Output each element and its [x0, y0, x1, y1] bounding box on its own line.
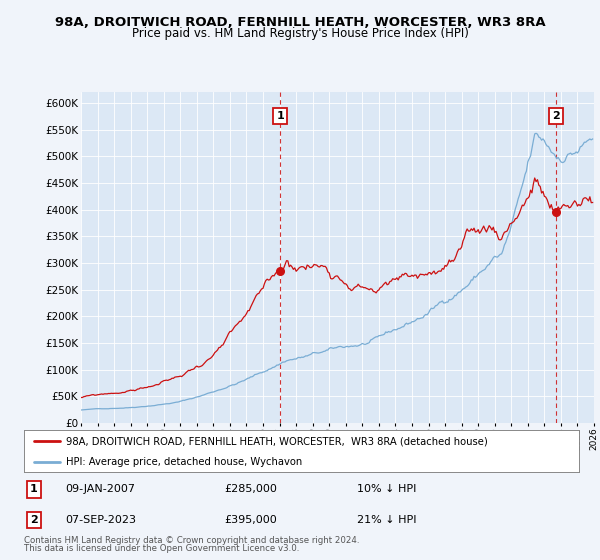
Text: Price paid vs. HM Land Registry's House Price Index (HPI): Price paid vs. HM Land Registry's House … [131, 27, 469, 40]
Text: 2: 2 [552, 111, 559, 122]
Text: This data is licensed under the Open Government Licence v3.0.: This data is licensed under the Open Gov… [24, 544, 299, 553]
Text: 98A, DROITWICH ROAD, FERNHILL HEATH, WORCESTER,  WR3 8RA (detached house): 98A, DROITWICH ROAD, FERNHILL HEATH, WOR… [65, 436, 487, 446]
Text: 21% ↓ HPI: 21% ↓ HPI [357, 515, 416, 525]
Text: 09-JAN-2007: 09-JAN-2007 [65, 484, 136, 494]
Text: 98A, DROITWICH ROAD, FERNHILL HEATH, WORCESTER, WR3 8RA: 98A, DROITWICH ROAD, FERNHILL HEATH, WOR… [55, 16, 545, 29]
Text: Contains HM Land Registry data © Crown copyright and database right 2024.: Contains HM Land Registry data © Crown c… [24, 536, 359, 545]
Text: 1: 1 [277, 111, 284, 122]
Text: 07-SEP-2023: 07-SEP-2023 [65, 515, 137, 525]
Text: 2: 2 [30, 515, 38, 525]
Text: 1: 1 [30, 484, 38, 494]
Text: £285,000: £285,000 [224, 484, 277, 494]
Text: 10% ↓ HPI: 10% ↓ HPI [357, 484, 416, 494]
Text: £395,000: £395,000 [224, 515, 277, 525]
Text: HPI: Average price, detached house, Wychavon: HPI: Average price, detached house, Wych… [65, 456, 302, 466]
